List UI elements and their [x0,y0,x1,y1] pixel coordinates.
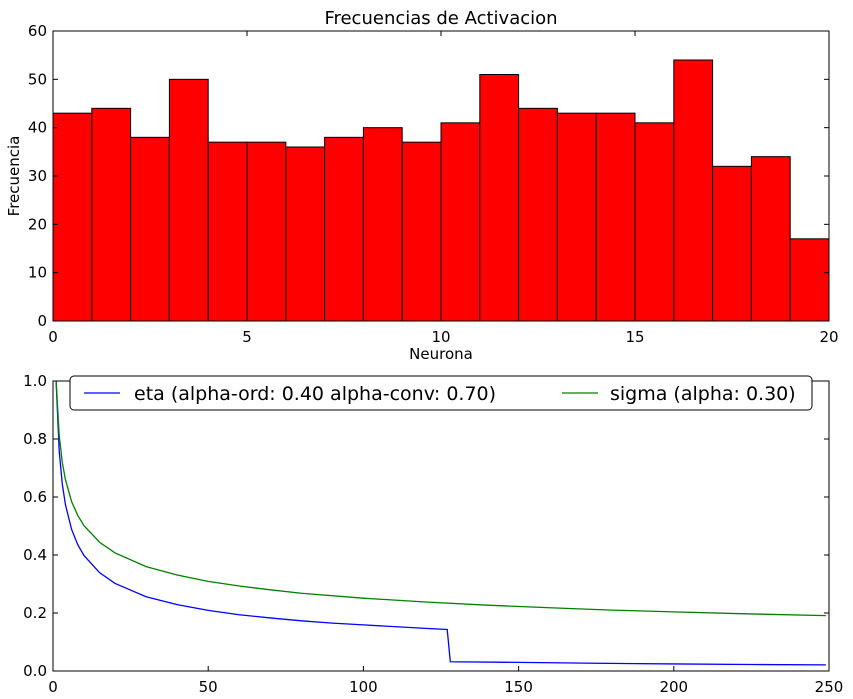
legend: eta (alpha-ord: 0.40 alpha-conv: 0.70) s… [69,375,813,411]
histogram-bar [440,122,481,322]
y-tick-label: 20 [28,215,47,233]
y-tick-label: 50 [28,70,47,88]
legend-box [69,375,813,411]
histogram-plot-frame [52,30,830,322]
y-tick-label: 0.4 [23,546,47,564]
chart-title: Frecuencias de Activacion [324,8,557,29]
legend-label-eta: eta (alpha-ord: 0.40 alpha-conv: 0.70) [134,383,496,405]
x-axis-label: Neurona [409,345,473,363]
x-tick-label: 0 [48,328,58,346]
y-tick-label: 0.6 [23,488,47,506]
y-tick-label: 0.8 [23,430,47,448]
x-tick-label: 5 [242,328,252,346]
histogram-bar [52,112,93,322]
y-tick-label: 0.0 [23,662,47,680]
y-tick-label: 60 [28,22,47,40]
histogram-bar [285,146,326,322]
histogram-bar [750,156,791,322]
x-tick-label: 20 [819,328,838,346]
x-tick-label: 0 [48,678,58,696]
histogram-bar [401,141,442,322]
histogram-bar [207,141,248,322]
x-tick-label: 100 [349,678,378,696]
y-tick-label: 0 [37,312,47,330]
histogram-bar [324,136,364,322]
histogram-bar [712,165,752,322]
y-tick-label: 1.0 [23,372,47,390]
series-line-eta [55,380,826,666]
histogram-bar [634,122,675,322]
line-chart: 0 50 100 150 200 250 0.0 0.2 0.4 0.6 0.8 1.0 eta (a… [23,372,843,696]
histogram-chart: Frecuencias de Activacion Frecuencia Neu… [5,8,839,363]
y-tick-label: 30 [28,167,47,185]
histogram-bar [789,238,830,322]
series-line-sigma [55,380,826,617]
legend-label-sigma: sigma (alpha: 0.30) [610,383,796,405]
histogram-bar [130,136,170,322]
y-axis-label: Frecuencia [5,136,23,217]
histogram-bar [595,112,636,322]
line-plot-frame [52,380,830,672]
histogram-bar [518,107,558,322]
x-tick-label: 15 [625,328,644,346]
histogram-bar [246,141,287,322]
y-tick-label: 40 [28,119,47,137]
x-tick-label: 200 [659,678,688,696]
x-tick-label: 50 [199,678,218,696]
histogram-bar [362,127,403,322]
y-tick-label: 0.2 [23,604,47,622]
x-tick-label: 250 [815,678,844,696]
x-tick-label: 10 [431,328,450,346]
histogram-bar [91,107,132,322]
histogram-bar [479,74,520,322]
y-tick-label: 10 [28,264,47,282]
histogram-bar [556,112,597,322]
histogram-bar [673,59,714,322]
histogram-bar [168,78,209,322]
x-tick-label: 150 [504,678,533,696]
